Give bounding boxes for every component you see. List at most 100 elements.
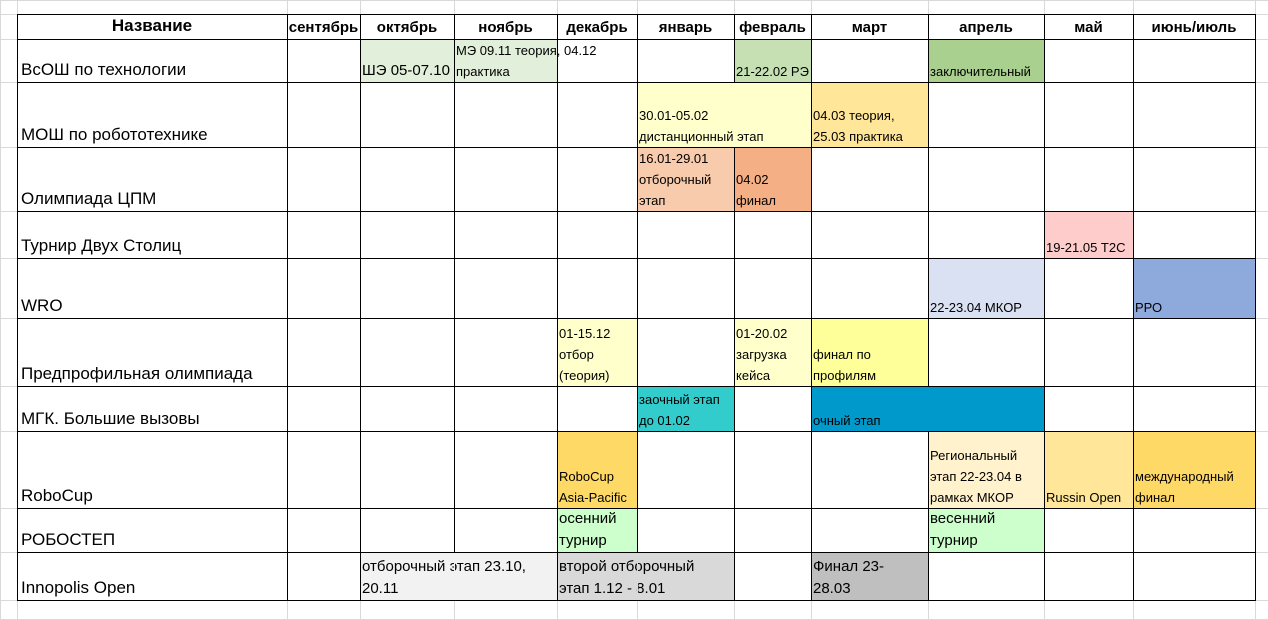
event-cell[interactable]: Финал 23- 28.03 <box>811 552 928 600</box>
event-text: Russin Open <box>1046 490 1122 505</box>
olympiad-name: Innopolis Open <box>21 578 136 597</box>
event-cell[interactable]: осенний турнир <box>557 508 637 552</box>
event-cell[interactable]: заключительный <box>928 39 1044 82</box>
event-text: 20.11 <box>362 580 399 597</box>
event-cell[interactable]: 01-20.02 загрузка кейса <box>734 318 811 386</box>
event-text: турнир <box>930 532 978 549</box>
event-text: 04.02 <box>736 172 769 187</box>
header-month: октябрь <box>376 19 438 36</box>
header-month: апрель <box>959 19 1013 36</box>
event-text: практика <box>456 64 510 79</box>
event-cell[interactable]: 04.03 теория, 25.03 практика <box>811 82 928 147</box>
event-cell[interactable]: 04.02 финал <box>734 147 811 211</box>
event-cell[interactable]: финал по профилям <box>811 318 928 386</box>
table-hline <box>17 552 1256 553</box>
table-vline <box>811 14 812 601</box>
table-vline <box>360 14 361 601</box>
event-cell[interactable]: заочный этап до 01.02 <box>637 386 734 431</box>
header-month: январь <box>658 19 713 36</box>
olympiad-name: МГК. Большие вызовы <box>21 409 200 428</box>
table-vline <box>637 14 638 601</box>
event-cell[interactable]: 19-21.05 Т2С <box>1044 211 1133 258</box>
table-hline <box>17 431 1256 432</box>
event-cell[interactable]: второй отборочный этап 1.12 - 8.01 <box>557 552 734 600</box>
table-vline <box>557 14 558 601</box>
sheet-gridline <box>0 0 1 620</box>
event-text: Финал 23- <box>813 558 885 575</box>
table-vline <box>734 14 735 601</box>
event-text: ШЭ 05-07.10 <box>362 62 450 79</box>
header-month: декабрь <box>566 19 628 36</box>
event-text: 30.01-05.02 <box>639 108 709 123</box>
olympiad-name: RoboCup <box>21 486 93 505</box>
event-text: Asia-Pacific <box>559 490 627 505</box>
header-month: ноябрь <box>478 19 533 36</box>
event-text: 04.03 теория, <box>813 108 895 123</box>
header-month: март <box>851 19 888 36</box>
event-cell[interactable]: международный финал <box>1133 431 1255 508</box>
olympiad-name: WRO <box>21 296 63 315</box>
event-text: 28.03 <box>813 580 851 597</box>
event-text: 22-23.04 МКОР <box>930 300 1022 315</box>
event-cell[interactable]: 01-15.12 отбор (теория) <box>557 318 637 386</box>
event-text: (теория) <box>559 368 610 383</box>
table-hline <box>17 258 1256 259</box>
table-vline <box>928 14 929 601</box>
table-hline <box>17 14 1256 15</box>
table-vline <box>17 14 18 601</box>
event-cell[interactable]: МЭ 09.11 теория, 04.12 практика <box>454 39 597 82</box>
olympiad-name: РОБОСТЕП <box>21 530 116 549</box>
header-name: Название <box>111 16 193 35</box>
table-hline <box>17 386 1256 387</box>
event-text: МЭ 09.11 теория, 04.12 <box>456 43 597 58</box>
event-cell[interactable]: 30.01-05.02 дистанционный этап <box>637 82 811 147</box>
olympiad-name: ВсОШ по технологии <box>21 60 187 79</box>
event-text: весенний <box>930 510 996 527</box>
event-text: рамках МКОР <box>930 490 1014 505</box>
event-cell[interactable]: 21-22.02 РЭ <box>734 39 811 82</box>
event-text: РРО <box>1135 300 1163 315</box>
event-cell[interactable]: Региональный этап 22-23.04 в рамках МКОР <box>928 431 1044 508</box>
event-text: финал <box>736 193 776 208</box>
event-cell[interactable]: РРО <box>1133 258 1255 318</box>
olympiad-name: МОШ по робототехнике <box>21 125 208 144</box>
table-hline <box>17 82 1256 83</box>
event-cell[interactable]: RoboCup Asia-Pacific <box>557 431 637 508</box>
event-text: 16.01-29.01 <box>639 151 709 166</box>
header-month: сентябрь <box>288 19 359 36</box>
event-text: RoboCup <box>559 469 614 484</box>
event-cell[interactable]: ШЭ 05-07.10 <box>360 39 454 82</box>
event-cell[interactable]: отборочный этап 23.10, 20.11 <box>360 552 557 600</box>
event-text: этап 1.12 - 8.01 <box>559 580 666 597</box>
merge-cover <box>637 553 638 600</box>
event-text: 01-20.02 <box>736 326 788 341</box>
table-vline <box>1044 14 1045 601</box>
event-cell[interactable]: 16.01-29.01 отборочный этап <box>637 147 734 211</box>
event-text: профилям <box>813 368 877 383</box>
event-text: дистанционный этап <box>639 129 764 144</box>
event-cell[interactable]: весенний турнир <box>928 508 1044 552</box>
event-text: международный <box>1135 469 1234 484</box>
header-month: февраль <box>739 19 806 36</box>
event-text: очный этап <box>813 413 881 428</box>
merge-cover <box>454 553 455 600</box>
event-cell[interactable]: 22-23.04 МКОР <box>928 258 1044 318</box>
event-text: заключительный <box>930 64 1031 79</box>
olympiad-name: Турнир Двух Столиц <box>21 236 182 255</box>
merge-cover <box>734 83 735 147</box>
table-hline <box>17 147 1256 148</box>
event-text: загрузка <box>736 347 787 362</box>
table-hline <box>17 508 1256 509</box>
table-vline <box>1133 14 1134 601</box>
event-text: финал по <box>813 347 871 362</box>
event-text: отбор <box>559 347 594 362</box>
event-cell[interactable]: Russin Open <box>1044 431 1133 508</box>
event-cell[interactable]: очный этап <box>811 386 1044 431</box>
event-text: Региональный <box>930 448 1018 463</box>
table-vline <box>287 14 288 601</box>
event-text: второй отборочный <box>559 558 695 575</box>
table-hline <box>17 600 1256 601</box>
event-text: этап <box>639 193 666 208</box>
table-hline <box>17 211 1256 212</box>
